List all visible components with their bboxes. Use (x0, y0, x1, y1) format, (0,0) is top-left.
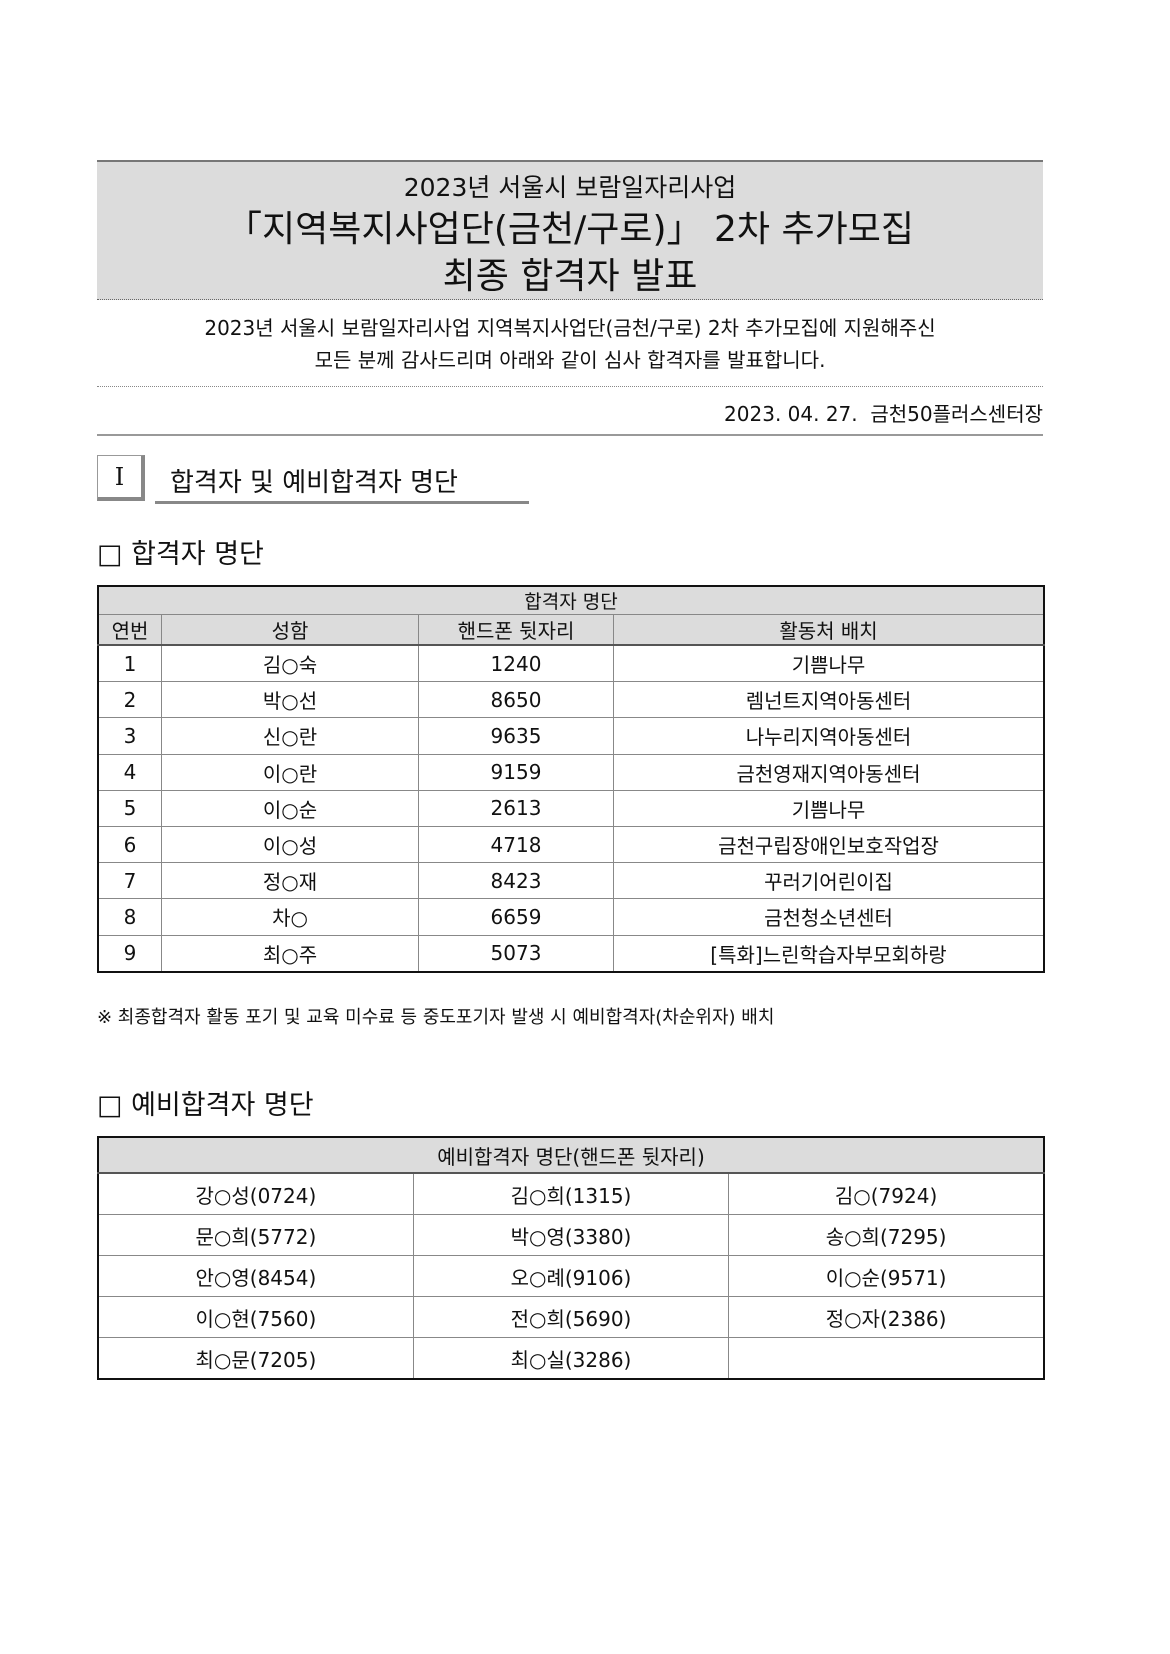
table-cell: 안○영(8454) (97, 1255, 414, 1297)
table-row: 7 정○재 8423 꾸러기어린이집 (97, 862, 1045, 900)
table-cell: 3 (97, 717, 162, 755)
table-cell: 4718 (418, 825, 614, 864)
title-box: 2023년 서울시 보람일자리사업 「지역복지사업단(금천/구로)」 2차 추가… (97, 160, 1043, 300)
table-row: 문○희(5772) 박○영(3380) 송○희(7295) (97, 1214, 1045, 1256)
table-cell: 기쁨나무 (613, 789, 1045, 827)
intro-line-1: 2023년 서울시 보람일자리사업 지역복지사업단(금천/구로) 2차 추가모집… (204, 316, 936, 340)
table-cell: 기쁨나무 (613, 644, 1045, 683)
table-cell: 전○희(5690) (412, 1296, 730, 1338)
table-row: 강○성(0724) 김○희(1315) 김○(7924) (97, 1172, 1045, 1215)
table-row: 5 이○순 2613 기쁨나무 (97, 789, 1045, 827)
reserve-heading: □ 예비합격자 명단 (97, 1090, 314, 1121)
table-cell: 금천영재지역아동센터 (613, 753, 1045, 791)
table-cell: 송○희(7295) (728, 1214, 1045, 1256)
table-caption: 합격자 명단 (97, 585, 1045, 615)
table-cell: 6 (97, 825, 162, 864)
table-cell: 오○례(9106) (412, 1255, 730, 1297)
table-cell: 8650 (418, 681, 614, 719)
table-cell: 렘넌트지역아동센터 (613, 681, 1045, 719)
column-header: 활동처 배치 (613, 614, 1045, 646)
table-cell: 최○실(3286) (412, 1337, 730, 1380)
table-row: 9 최○주 5073 [특화]느린학습자부모회하랑 (97, 934, 1045, 973)
table-cell: 2613 (418, 789, 614, 827)
column-header: 연번 (97, 614, 162, 646)
table-cell: 신○란 (161, 717, 419, 755)
table-cell: 9159 (418, 753, 614, 791)
table-cell: 2 (97, 681, 162, 719)
table-cell: 금천구립장애인보호작업장 (613, 825, 1045, 864)
table-row: 안○영(8454) 오○례(9106) 이○순(9571) (97, 1255, 1045, 1297)
table-row: 6 이○성 4718 금천구립장애인보호작업장 (97, 825, 1045, 864)
table-row: 8 차○ 6659 금천청소년센터 (97, 898, 1045, 936)
table-cell: 9635 (418, 717, 614, 755)
section-number: Ⅰ (97, 455, 145, 501)
table-cell: 9 (97, 934, 162, 973)
table-cell (728, 1337, 1045, 1380)
table-cell: 강○성(0724) (97, 1172, 414, 1215)
table-cell: 최○문(7205) (97, 1337, 414, 1380)
title-line-1: 2023년 서울시 보람일자리사업 (403, 173, 737, 202)
table-cell: 6659 (418, 898, 614, 936)
table-cell: 나누리지역아동센터 (613, 717, 1045, 755)
table-row: 최○문(7205) 최○실(3286) (97, 1337, 1045, 1380)
table-cell: 박○영(3380) (412, 1214, 730, 1256)
passed-heading: □ 합격자 명단 (97, 539, 264, 570)
title-line-2: 「지역복지사업단(금천/구로)」 2차 추가모집 (226, 209, 914, 250)
column-header: 성함 (161, 614, 419, 646)
table-cell: 이○순(9571) (728, 1255, 1045, 1297)
table-cell: 이○순 (161, 789, 419, 827)
table-cell: 4 (97, 753, 162, 791)
table-cell: 7 (97, 862, 162, 900)
table-cell: 김○(7924) (728, 1172, 1045, 1215)
table-cell: 이○현(7560) (97, 1296, 414, 1338)
table-cell: 문○희(5772) (97, 1214, 414, 1256)
intro-line-2: 모든 분께 감사드리며 아래와 같이 심사 합격자를 발표합니다. (314, 348, 826, 372)
table-cell: 5073 (418, 934, 614, 973)
table-cell: 차○ (161, 898, 419, 936)
column-header: 핸드폰 뒷자리 (418, 614, 614, 646)
passed-table: 합격자 명단 연번 성함 핸드폰 뒷자리 활동처 배치 1 김○숙 1240 기쁨나무… (97, 585, 1045, 973)
table-cell: 금천청소년센터 (613, 898, 1045, 936)
table-caption: 예비합격자 명단(핸드폰 뒷자리) (97, 1136, 1045, 1174)
title-line-3: 최종 합격자 발표 (442, 256, 698, 297)
table-cell: 최○주 (161, 934, 419, 973)
table-cell: 정○자(2386) (728, 1296, 1045, 1338)
table-cell: 8423 (418, 862, 614, 900)
table-cell: 김○희(1315) (412, 1172, 730, 1215)
table-cell: 이○성 (161, 825, 419, 864)
table-cell: 1240 (418, 644, 614, 683)
table-cell: 정○재 (161, 862, 419, 900)
table-cell: 8 (97, 898, 162, 936)
table-cell: 박○선 (161, 681, 419, 719)
table-row: 4 이○란 9159 금천영재지역아동센터 (97, 753, 1045, 791)
table-cell: 꾸러기어린이집 (613, 862, 1045, 900)
table-row: 2 박○선 8650 렘넌트지역아동센터 (97, 681, 1045, 719)
reserve-table: 예비합격자 명단(핸드폰 뒷자리) 강○성(0724) 김○희(1315) 김○(7… (97, 1136, 1045, 1380)
table-cell: 이○란 (161, 753, 419, 791)
section-title: 합격자 및 예비합격자 명단 (170, 468, 458, 498)
table-row: 1 김○숙 1240 기쁨나무 (97, 644, 1045, 683)
note: ※ 최종합격자 활동 포기 및 교육 미수료 등 중도포기자 발생 시 예비합격… (97, 1007, 775, 1028)
table-row: 3 신○란 9635 나누리지역아동센터 (97, 717, 1045, 755)
table-cell: 김○숙 (161, 644, 419, 683)
divider (97, 386, 1043, 387)
table-cell: 1 (97, 644, 162, 683)
table-cell: 5 (97, 789, 162, 827)
table-cell: [특화]느린학습자부모회하랑 (613, 934, 1045, 973)
divider (97, 434, 1043, 436)
table-row: 이○현(7560) 전○희(5690) 정○자(2386) (97, 1296, 1045, 1338)
date-signature: 2023. 04. 27. 금천50플러스센터장 (724, 402, 1043, 426)
section-underline (155, 501, 529, 504)
